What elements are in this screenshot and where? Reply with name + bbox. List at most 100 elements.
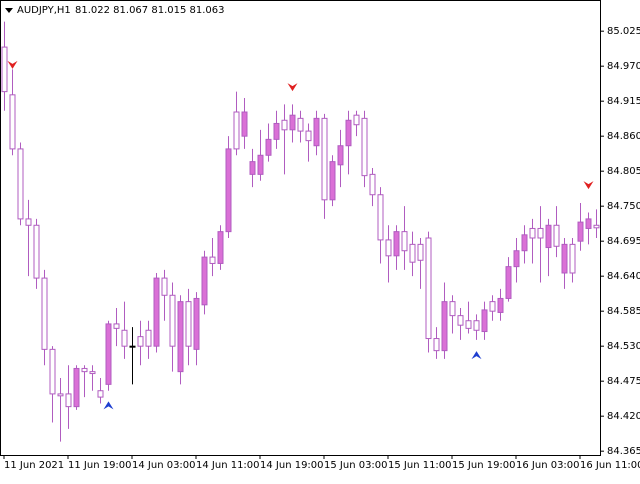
candle-body	[113, 323, 120, 329]
candle-body	[425, 237, 432, 340]
candle-body	[193, 297, 200, 350]
sell-signal	[7, 60, 18, 69]
y-tick-label: 84.970	[607, 61, 640, 72]
candle-body	[561, 243, 568, 274]
x-tick-label: 15 Jun 03:00	[324, 460, 388, 471]
candle-body	[185, 301, 192, 347]
candle-body	[465, 320, 472, 329]
candle-body	[321, 117, 328, 201]
candle-body	[513, 250, 520, 268]
candle-body	[9, 94, 16, 150]
candle-body	[25, 218, 32, 226]
candle-body	[553, 224, 560, 247]
candle-body	[17, 148, 24, 220]
candle-body	[137, 336, 144, 347]
candle-body	[145, 329, 152, 347]
candle-body	[585, 218, 592, 229]
candle-body	[521, 234, 528, 252]
candle-body	[593, 224, 600, 229]
candle-body	[417, 243, 424, 261]
y-tick-label: 84.860	[607, 131, 640, 142]
candle-body	[497, 297, 504, 313]
candle-body	[233, 111, 240, 150]
candle-body	[33, 224, 40, 279]
sell-signal	[287, 83, 298, 92]
x-tick-label: 15 Jun 19:00	[452, 460, 516, 471]
y-tick-label: 84.805	[607, 166, 640, 177]
y-tick-label: 84.365	[607, 446, 640, 457]
x-tick-label: 15 Jun 11:00	[388, 460, 452, 471]
y-tick-label: 84.585	[607, 306, 640, 317]
candle-body	[401, 231, 408, 252]
candle-body	[449, 301, 456, 317]
candle-body	[225, 148, 232, 233]
x-tick-label: 11 Jun 2021	[4, 460, 64, 471]
candle-body	[473, 320, 480, 331]
candle-body	[249, 161, 256, 175]
candle-body	[89, 371, 96, 375]
candle-body	[281, 119, 288, 131]
candle-body	[393, 231, 400, 257]
candle-body	[1, 46, 8, 93]
y-tick-label: 84.695	[607, 236, 640, 247]
candle-body	[505, 266, 512, 299]
candle-body	[129, 345, 136, 348]
candle-body	[457, 315, 464, 326]
candle-body	[97, 390, 104, 398]
candle-body	[385, 239, 392, 257]
y-tick-label: 84.915	[607, 96, 640, 107]
candle-body	[529, 227, 536, 239]
x-tick-label: 11 Jun 19:00	[68, 460, 132, 471]
sell-signal	[583, 181, 594, 190]
x-tick-label: 16 Jun 11:00	[580, 460, 640, 471]
candle-body	[489, 301, 496, 312]
candle-body	[105, 323, 112, 385]
candle-body	[337, 145, 344, 166]
candle-body	[265, 138, 272, 156]
candle-body	[49, 348, 56, 395]
ohlc-readout: 81.022 81.067 81.015 81.063	[75, 5, 225, 16]
candle-body	[153, 277, 160, 347]
y-tick-label: 84.420	[607, 411, 640, 422]
candle-body	[65, 393, 72, 408]
candle-body	[361, 117, 368, 177]
candle-body	[537, 227, 544, 239]
candle-body	[289, 114, 296, 131]
candle-body	[569, 243, 576, 274]
header-toggle[interactable]	[5, 8, 13, 13]
y-tick-label: 85.025	[607, 26, 640, 37]
y-tick-label: 84.475	[607, 376, 640, 387]
candle-body	[305, 130, 312, 142]
candle-body	[345, 119, 352, 147]
x-tick-label: 14 Jun 03:00	[132, 460, 196, 471]
candle-body	[377, 194, 384, 241]
candle-body	[177, 301, 184, 373]
candle-body	[257, 154, 264, 175]
chart-title: AUDJPY,H1	[17, 5, 71, 16]
candle-body	[329, 161, 336, 201]
y-tick-label: 84.530	[607, 341, 640, 352]
candle-body	[161, 277, 168, 296]
x-tick-label: 14 Jun 11:00	[196, 460, 260, 471]
y-tick-label: 84.750	[607, 201, 640, 212]
x-tick-label: 14 Jun 19:00	[260, 460, 324, 471]
candle-body	[273, 122, 280, 140]
candle-body	[441, 301, 448, 352]
candle-body	[41, 277, 48, 350]
candle-body	[57, 393, 64, 397]
candle-body	[577, 221, 584, 242]
candle-body	[241, 111, 248, 137]
buy-signal	[103, 401, 114, 410]
candle-body	[297, 117, 304, 132]
candle-body	[353, 114, 360, 126]
candle-body	[369, 173, 376, 196]
candle-body	[409, 243, 416, 263]
candle-body	[169, 294, 176, 347]
candle-body	[433, 338, 440, 352]
buy-signal	[471, 351, 482, 360]
candle-body	[481, 309, 488, 333]
candle-body	[73, 367, 80, 408]
plot-frame	[0, 0, 601, 456]
